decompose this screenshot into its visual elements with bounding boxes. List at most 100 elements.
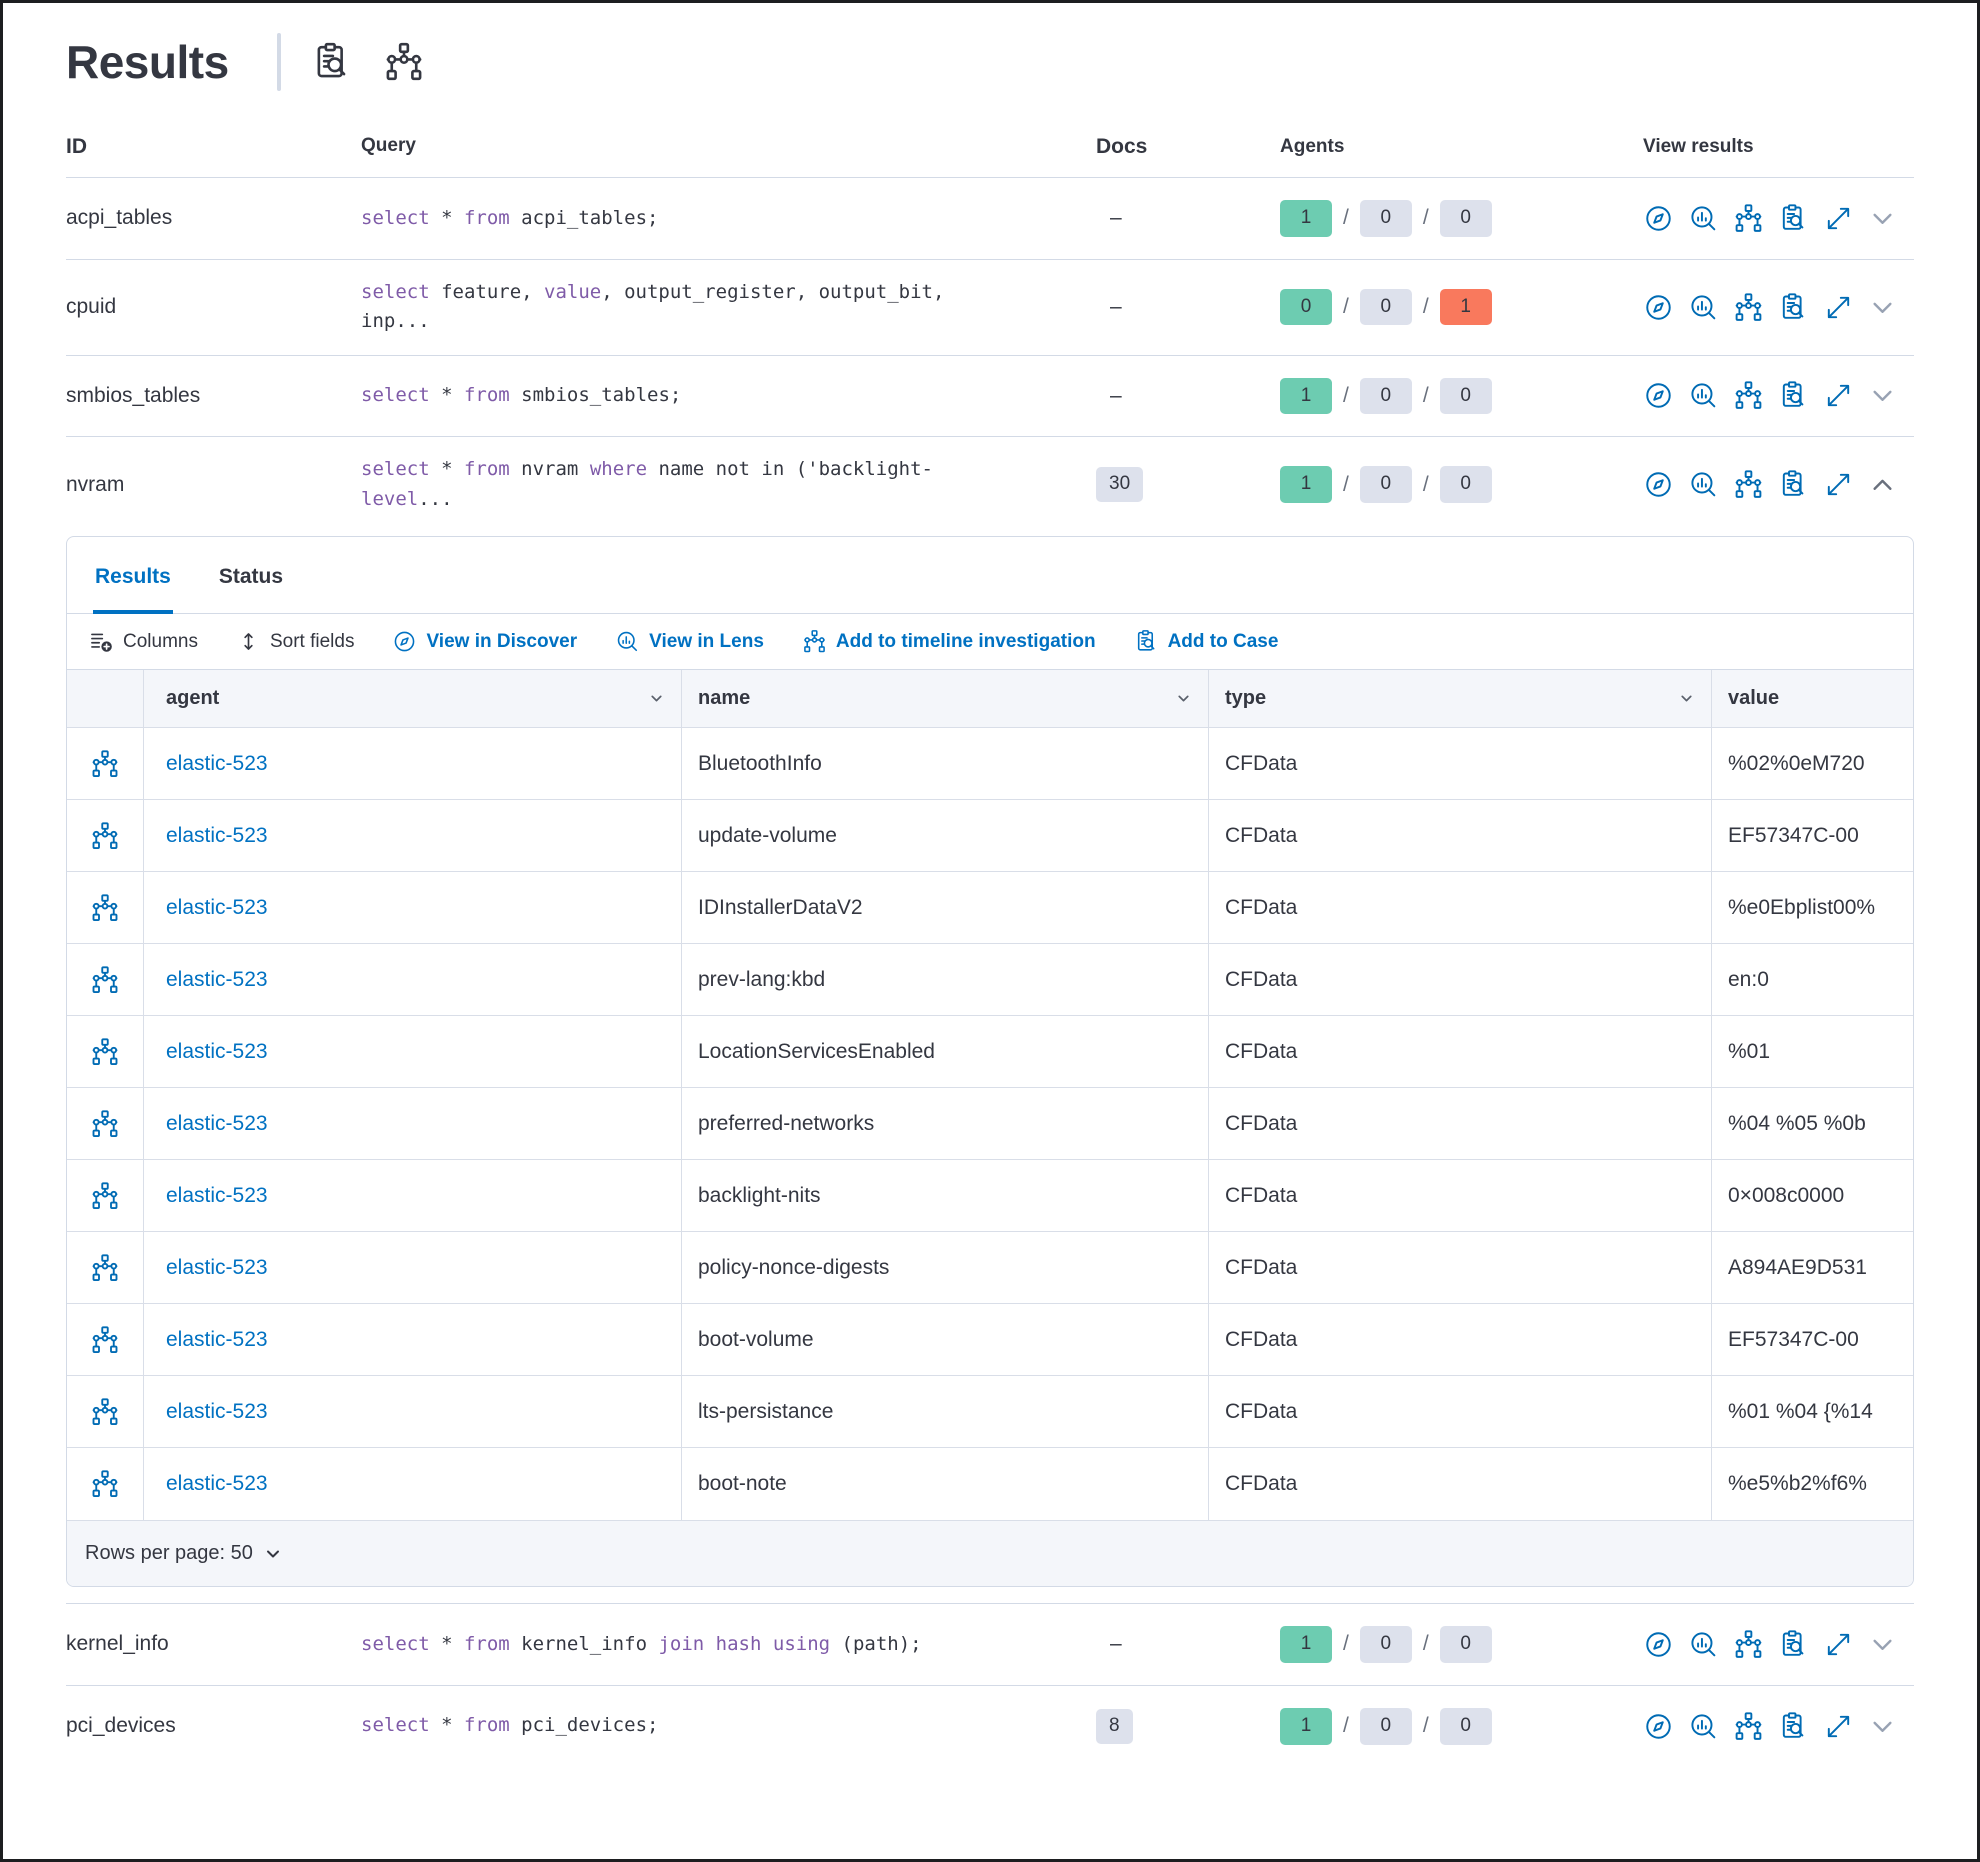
grid-row: elastic-523 boot-volume CFData EF57347C-… <box>67 1304 1913 1377</box>
expand-icon[interactable] <box>1823 203 1854 234</box>
agent-link[interactable]: elastic-523 <box>166 1039 268 1063</box>
agents-failed-badge: 0 <box>1439 1626 1492 1663</box>
add-to-case-icon[interactable] <box>1778 1629 1809 1660</box>
add-to-case-button[interactable]: Add to Case <box>1134 629 1278 654</box>
chevron-down-icon[interactable] <box>1868 1630 1897 1659</box>
view-in-discover-icon[interactable] <box>1643 380 1674 411</box>
sort-fields-button[interactable]: Sort fields <box>236 629 354 654</box>
agent-link[interactable]: elastic-523 <box>166 967 268 991</box>
view-in-discover-button[interactable]: View in Discover <box>392 629 577 654</box>
col-header-query: Query <box>361 135 416 156</box>
query-sql: select * from pci_devices; <box>361 1714 659 1737</box>
add-to-case-icon[interactable] <box>1778 203 1809 234</box>
view-results-actions <box>1643 469 1914 500</box>
agent-link[interactable]: elastic-523 <box>166 1472 268 1496</box>
agent-link[interactable]: elastic-523 <box>166 1111 268 1135</box>
view-in-discover-icon[interactable] <box>1643 203 1674 234</box>
add-to-timeline-icon[interactable] <box>1733 203 1764 234</box>
expand-icon[interactable] <box>1823 469 1854 500</box>
add-to-case-icon[interactable] <box>1778 1711 1809 1742</box>
add-to-case-icon[interactable] <box>1778 469 1809 500</box>
chevron-up-icon[interactable] <box>1868 470 1897 499</box>
cell-type: CFData <box>1209 1088 1712 1160</box>
timeline-icon[interactable] <box>383 41 425 83</box>
agent-link[interactable]: elastic-523 <box>166 895 268 919</box>
tab-status[interactable]: Status <box>218 565 284 589</box>
add-row-to-timeline-icon[interactable] <box>90 821 120 851</box>
agents-ok-badge: 1 <box>1280 200 1332 237</box>
chevron-down-icon[interactable] <box>1175 690 1192 707</box>
chevron-down-icon[interactable] <box>1868 1712 1897 1741</box>
expand-icon[interactable] <box>1823 1711 1854 1742</box>
tab-results[interactable]: Results <box>93 537 173 615</box>
view-in-discover-icon[interactable] <box>1643 469 1674 500</box>
query-id: smbios_tables <box>66 383 201 407</box>
chevron-down-icon[interactable] <box>1678 690 1695 707</box>
grid-header-name[interactable]: name <box>682 670 1209 728</box>
add-row-to-timeline-icon[interactable] <box>90 1469 120 1499</box>
agent-link[interactable]: elastic-523 <box>166 1327 268 1351</box>
add-row-to-timeline-icon[interactable] <box>90 1109 120 1139</box>
chevron-down-icon[interactable] <box>1868 204 1897 233</box>
add-to-timeline-icon[interactable] <box>1733 469 1764 500</box>
view-results-actions <box>1643 1629 1914 1660</box>
results-tabs: Results Status <box>67 537 1913 615</box>
expand-icon[interactable] <box>1823 1629 1854 1660</box>
view-in-lens-icon[interactable] <box>1688 469 1719 500</box>
columns-button[interactable]: Columns <box>89 629 198 654</box>
agents-ok-badge: 1 <box>1280 466 1332 504</box>
agent-link[interactable]: elastic-523 <box>166 823 268 847</box>
view-in-lens-icon[interactable] <box>1688 1711 1719 1742</box>
add-row-to-timeline-icon[interactable] <box>90 749 120 779</box>
cell-name: LocationServicesEnabled <box>682 1016 1209 1088</box>
add-row-to-timeline-icon[interactable] <box>90 1397 120 1427</box>
add-to-case-icon[interactable] <box>1778 380 1809 411</box>
add-to-timeline-icon[interactable] <box>1733 292 1764 323</box>
expand-icon[interactable] <box>1823 292 1854 323</box>
view-in-lens-icon[interactable] <box>1688 1629 1719 1660</box>
add-row-to-timeline-icon[interactable] <box>90 1325 120 1355</box>
cell-name: boot-volume <box>682 1304 1209 1376</box>
view-in-lens-button[interactable]: View in Lens <box>615 629 764 654</box>
add-row-to-timeline-icon[interactable] <box>90 965 120 995</box>
add-row-to-timeline-icon[interactable] <box>90 893 120 923</box>
expand-icon[interactable] <box>1823 380 1854 411</box>
agents-failed-badge: 0 <box>1439 377 1492 415</box>
query-row-smbios-tables: smbios_tables select * from smbios_table… <box>66 356 1914 438</box>
add-to-timeline-icon[interactable] <box>1733 1711 1764 1742</box>
view-in-lens-icon[interactable] <box>1688 380 1719 411</box>
add-row-to-timeline-icon[interactable] <box>90 1181 120 1211</box>
view-in-discover-icon[interactable] <box>1643 1629 1674 1660</box>
add-row-to-timeline-icon[interactable] <box>90 1253 120 1283</box>
agent-link[interactable]: elastic-523 <box>166 751 268 775</box>
view-in-lens-icon[interactable] <box>1688 292 1719 323</box>
agents-ok-badge: 1 <box>1280 1626 1332 1663</box>
view-in-discover-icon[interactable] <box>1643 292 1674 323</box>
grid-header-type[interactable]: type <box>1209 670 1712 728</box>
agents-pending-badge: 0 <box>1359 200 1412 237</box>
agent-link[interactable]: elastic-523 <box>166 1183 268 1207</box>
add-to-timeline-button[interactable]: Add to timeline investigation <box>802 629 1096 654</box>
view-in-lens-icon[interactable] <box>1688 203 1719 234</box>
view-results-actions <box>1643 203 1914 234</box>
add-to-timeline-icon[interactable] <box>1733 1629 1764 1660</box>
view-results-actions <box>1643 292 1914 323</box>
add-row-to-timeline-icon[interactable] <box>90 1037 120 1067</box>
chevron-down-icon <box>263 1544 283 1564</box>
add-to-case-icon[interactable] <box>1778 292 1809 323</box>
cell-type: CFData <box>1209 872 1712 944</box>
view-in-discover-icon[interactable] <box>1643 1711 1674 1742</box>
chevron-down-icon[interactable] <box>648 690 665 707</box>
agents-failed-badge: 0 <box>1439 200 1492 237</box>
add-to-timeline-icon[interactable] <box>1733 380 1764 411</box>
live-query-details-icon[interactable] <box>311 41 353 83</box>
agent-link[interactable]: elastic-523 <box>166 1255 268 1279</box>
chevron-down-icon[interactable] <box>1868 381 1897 410</box>
grid-header-agent[interactable]: agent <box>144 670 682 728</box>
rows-per-page-control[interactable]: Rows per page: 50 <box>85 1542 283 1565</box>
agent-link[interactable]: elastic-523 <box>166 1399 268 1423</box>
grid-header-value[interactable]: value <box>1728 687 1780 710</box>
cell-name: prev-lang:kbd <box>682 944 1209 1016</box>
grid-footer: Rows per page: 50 <box>67 1520 1913 1587</box>
chevron-down-icon[interactable] <box>1868 293 1897 322</box>
